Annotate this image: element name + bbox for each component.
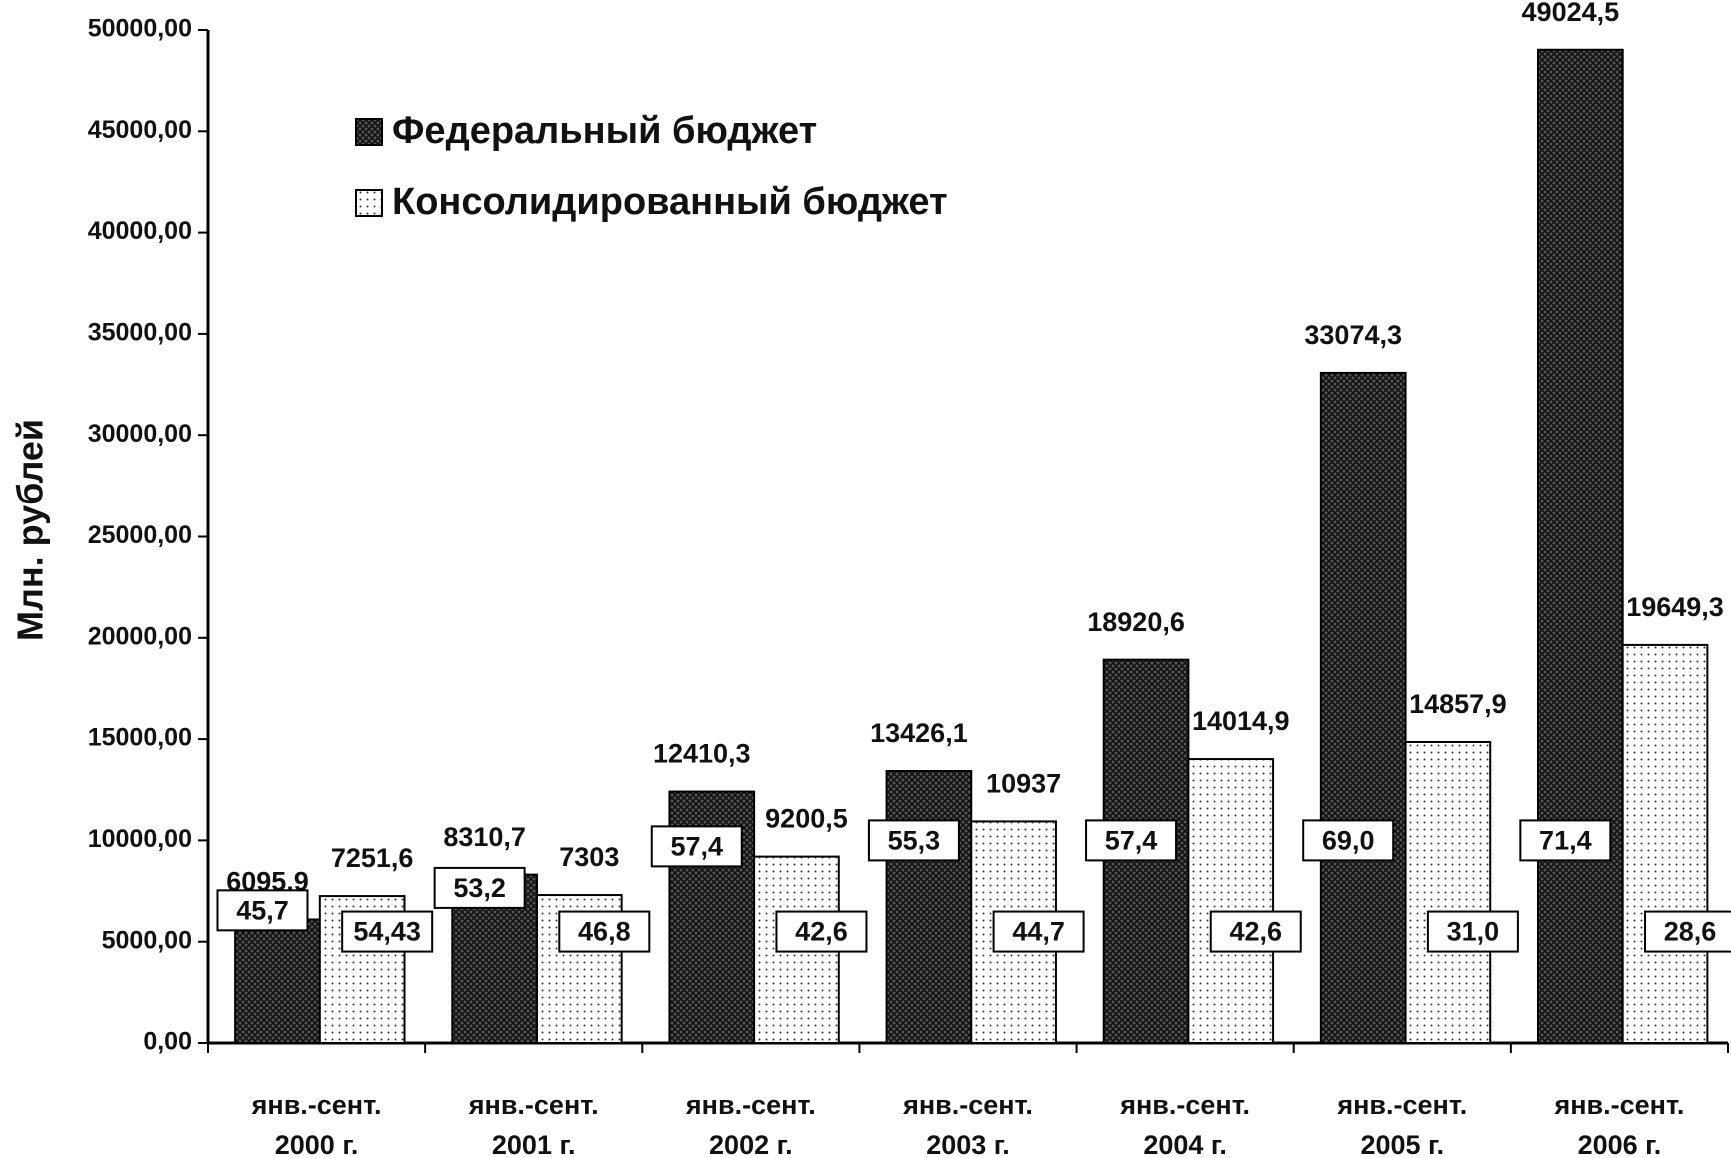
bar — [234, 918, 321, 1045]
value-label: 49024,5 — [1522, 0, 1620, 27]
share-label: 28,6 — [1664, 917, 1717, 947]
share-label: 69,0 — [1322, 826, 1375, 856]
y-tick-label: 15000,00 — [88, 724, 192, 752]
share-label: 44,7 — [1012, 917, 1065, 947]
x-tick-label: янв.-сент. 2002 г. — [685, 1090, 816, 1158]
y-tick-label: 25000,00 — [88, 521, 192, 549]
share-box — [1426, 910, 1519, 953]
share-box — [558, 910, 651, 953]
y-axis-title: Млн. рублей — [10, 419, 51, 641]
value-label: 19649,3 — [1626, 592, 1724, 622]
share-box — [1302, 819, 1395, 862]
share-box — [650, 825, 743, 868]
share-label: 57,4 — [670, 831, 723, 861]
x-tick-label: янв.-сент. 2001 г. — [468, 1090, 599, 1158]
y-tick-label: 10000,00 — [88, 825, 192, 853]
y-tick-label: 35000,00 — [88, 319, 192, 347]
share-label: 31,0 — [1447, 917, 1500, 947]
x-tick-label: янв.-сент. 2005 г. — [1337, 1090, 1468, 1158]
bar — [1537, 48, 1624, 1045]
value-label: 14014,9 — [1192, 706, 1290, 736]
value-label: 7251,6 — [331, 843, 414, 873]
legend-label: Федеральный бюджет — [392, 110, 817, 152]
x-tick-label: янв.-сент. 2003 г. — [903, 1090, 1033, 1158]
y-tick-label: 45000,00 — [88, 116, 192, 144]
y-tick-label: 0,00 — [143, 1028, 192, 1056]
y-tick-label: 5000,00 — [102, 926, 192, 954]
value-label: 13426,1 — [870, 718, 968, 748]
value-label: 12410,3 — [653, 739, 751, 769]
bar — [1621, 643, 1709, 1045]
value-label: 9200,5 — [765, 804, 848, 834]
y-tick-label: 40000,00 — [88, 217, 192, 245]
value-label: 33074,3 — [1304, 320, 1402, 350]
bar — [1187, 758, 1275, 1044]
share-label: 46,8 — [578, 917, 631, 947]
legend-swatch — [355, 118, 383, 146]
bar — [1404, 740, 1492, 1044]
value-label: 8310,7 — [443, 822, 526, 852]
value-label: 18920,6 — [1087, 607, 1185, 637]
legend-swatch — [355, 189, 383, 217]
x-tick-label: янв.-сент. 2000 г. — [251, 1090, 382, 1158]
x-tick-label: янв.-сент. 2004 г. — [1120, 1090, 1251, 1158]
share-label: 71,4 — [1539, 826, 1592, 856]
share-box — [1085, 819, 1178, 862]
value-label: 7303 — [559, 842, 619, 872]
value-label: 10937 — [986, 769, 1061, 799]
share-box — [992, 910, 1085, 953]
bar — [1319, 371, 1407, 1044]
share-label: 45,7 — [236, 895, 289, 925]
x-tick-label: янв.-сент. 2006 г. — [1554, 1090, 1685, 1158]
share-box — [341, 910, 434, 953]
share-box — [433, 866, 526, 909]
share-box — [216, 889, 309, 932]
share-label: 53,2 — [453, 873, 506, 903]
legend-label: Консолидированный бюджет — [392, 181, 948, 223]
share-label: 57,4 — [1105, 826, 1158, 856]
share-label: 55,3 — [888, 826, 941, 856]
share-label: 42,6 — [795, 917, 848, 947]
value-label: 14857,9 — [1409, 689, 1507, 719]
share-box — [1209, 910, 1302, 953]
y-tick-label: 50000,00 — [88, 15, 192, 43]
bar — [885, 769, 973, 1045]
share-box — [1644, 910, 1731, 953]
share-label: 54,43 — [353, 917, 421, 947]
share-box — [867, 819, 960, 862]
share-box — [1519, 819, 1612, 862]
y-tick-label: 20000,00 — [88, 622, 192, 650]
y-tick-label: 30000,00 — [88, 420, 192, 448]
share-box — [775, 910, 868, 953]
share-label: 42,6 — [1229, 917, 1282, 947]
